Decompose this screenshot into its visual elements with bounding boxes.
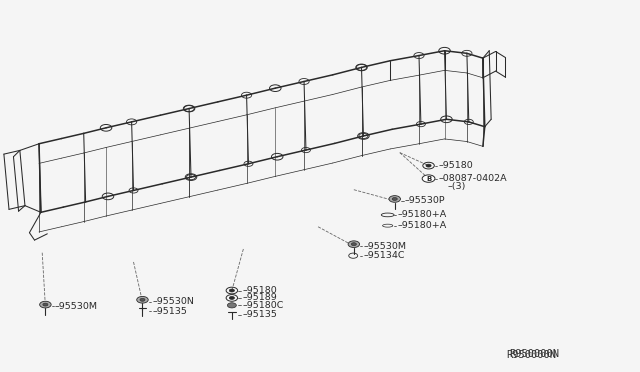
Text: –95180+A: –95180+A xyxy=(397,221,447,230)
Circle shape xyxy=(40,301,51,308)
Circle shape xyxy=(426,164,431,167)
Text: R950000N: R950000N xyxy=(506,350,556,360)
Text: –95180+A: –95180+A xyxy=(397,211,447,219)
Text: R950000N: R950000N xyxy=(509,349,559,359)
Text: –95135: –95135 xyxy=(152,307,187,316)
Circle shape xyxy=(351,243,356,246)
Circle shape xyxy=(229,289,234,292)
Circle shape xyxy=(229,296,234,299)
Text: –95135: –95135 xyxy=(242,311,277,320)
Text: –95189: –95189 xyxy=(242,294,277,302)
Circle shape xyxy=(43,303,48,306)
Circle shape xyxy=(389,196,401,202)
Text: –95180: –95180 xyxy=(438,161,473,170)
Text: –95180: –95180 xyxy=(242,286,277,295)
Circle shape xyxy=(227,303,236,308)
Circle shape xyxy=(137,296,148,303)
Text: –95530M: –95530M xyxy=(364,241,406,250)
Circle shape xyxy=(140,298,145,301)
Text: –95530P: –95530P xyxy=(405,196,445,205)
Text: –95134C: –95134C xyxy=(364,251,405,260)
Text: B: B xyxy=(426,176,431,182)
Circle shape xyxy=(348,241,360,247)
Text: –08087-0402A: –08087-0402A xyxy=(438,174,507,183)
Circle shape xyxy=(392,198,397,201)
Text: –95530M: –95530M xyxy=(55,302,98,311)
Text: –95180C: –95180C xyxy=(242,301,284,310)
Text: –95530N: –95530N xyxy=(152,297,194,306)
Text: –(3): –(3) xyxy=(448,182,466,191)
Circle shape xyxy=(422,175,435,182)
